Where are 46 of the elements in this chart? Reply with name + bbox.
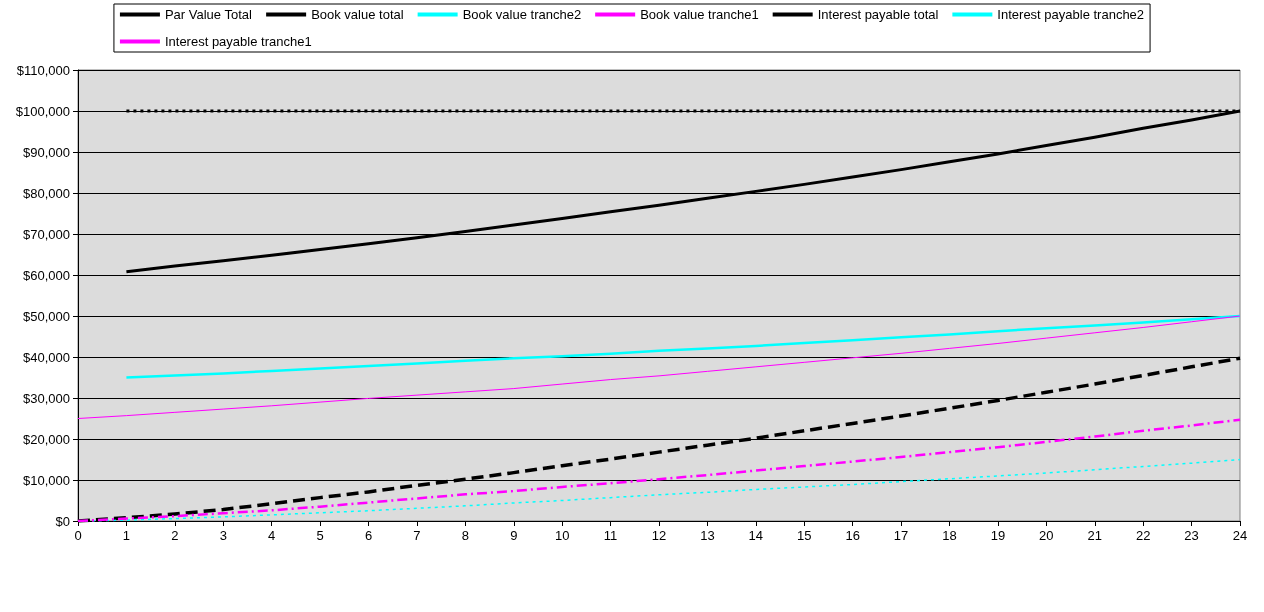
x-tick-label: 6	[364, 528, 373, 543]
x-tick-label: 8	[461, 528, 469, 543]
y-tick-label: $10,000	[23, 472, 70, 488]
x-tick-label: 12	[651, 528, 667, 543]
y-tick-label: $20,000	[23, 431, 70, 447]
x-tick-label: 18	[942, 528, 957, 543]
y-tick-label: $90,000	[23, 144, 70, 160]
x-tick-label: 23	[1184, 528, 1199, 543]
legend-label: Book value tranche2	[462, 7, 582, 22]
x-tick-label: 1	[122, 528, 131, 543]
y-tick-label: $100,000	[15, 103, 70, 119]
x-tick-label: 16	[845, 528, 860, 543]
y-tick-label: $110,000	[16, 62, 70, 78]
y-tick-label: $30,000	[23, 390, 70, 406]
x-tick-label: 21	[1087, 528, 1102, 543]
x-tick-label: 7	[413, 528, 421, 543]
x-tick-label: 15	[797, 528, 812, 543]
y-tick-label: $40,000	[23, 349, 70, 365]
x-tick-label: 10	[554, 528, 570, 543]
line-series	[76, 418, 1242, 523]
x-tick-label: 4	[268, 528, 276, 543]
y-tick-label: $60,000	[23, 267, 70, 283]
x-tick-label: 14	[748, 528, 764, 543]
y-tick-label: $70,000	[23, 226, 70, 242]
x-tick-label: 17	[893, 528, 909, 543]
x-tick-label: 20	[1039, 528, 1054, 543]
line-series	[125, 314, 1242, 379]
x-tick-label: 24	[1232, 528, 1248, 543]
x-tick-label: 13	[700, 528, 715, 543]
x-tick-label: 19	[990, 528, 1006, 543]
legend-label: Book value tranche1	[640, 7, 759, 22]
x-tick-label: 0	[74, 528, 82, 543]
legend-label: Interest payable tranche1	[164, 34, 312, 49]
x-tick-label: 11	[603, 528, 618, 543]
x-tick-label: 9	[510, 528, 518, 543]
y-tick-label: $0	[55, 513, 70, 529]
legend-label: Interest payable total	[817, 7, 939, 22]
y-tick-label: $80,000	[23, 185, 70, 201]
x-tick-label: 22	[1135, 528, 1151, 543]
x-tick-label: 3	[219, 528, 227, 543]
legend-label: Par Value Total	[164, 7, 252, 22]
y-tick-label: $50,000	[23, 308, 70, 324]
legend-label: Book value total	[311, 7, 404, 22]
x-tick-label: 2	[171, 528, 179, 543]
x-tick-label: 5	[316, 528, 324, 543]
legend-label: Interest payable tranche2	[997, 7, 1145, 22]
